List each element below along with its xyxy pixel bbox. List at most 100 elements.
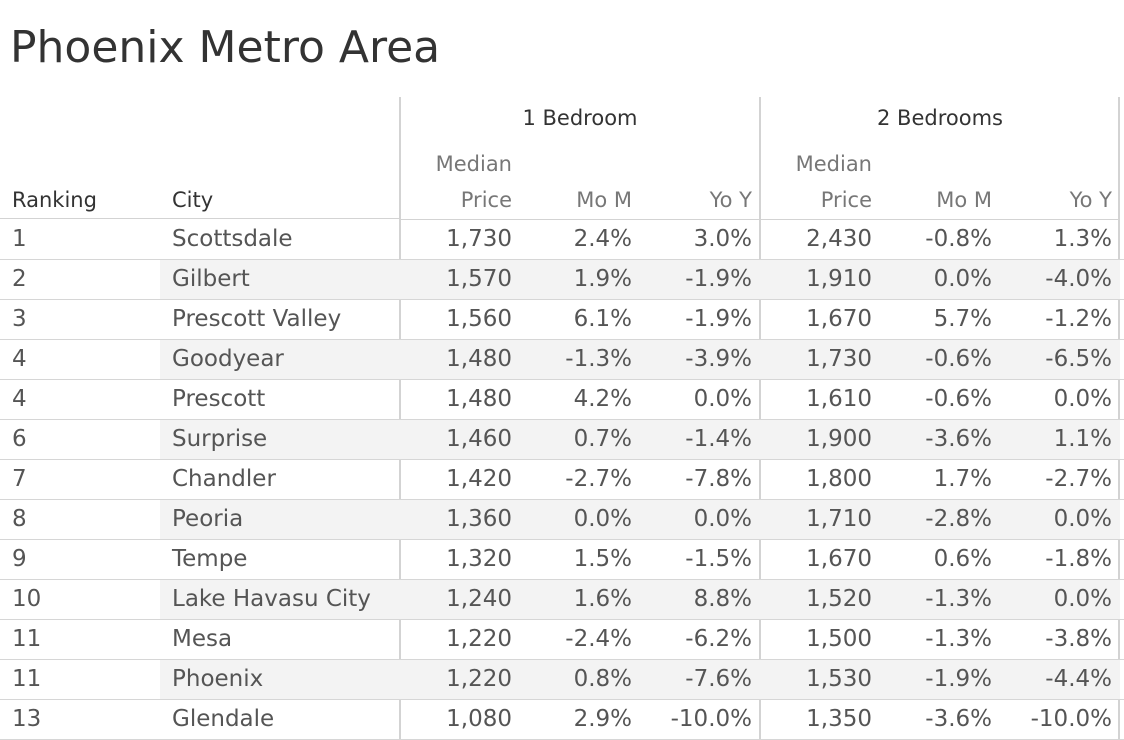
yoy-header-1br: Yo Y — [709, 188, 752, 212]
city-cell: Scottsdale — [172, 226, 293, 252]
group-header-1-bedroom: 1 Bedroom — [522, 106, 638, 130]
median-price-1br-cell: 1,320 — [446, 546, 512, 572]
median-price-2br-cell: 1,350 — [806, 706, 872, 732]
yoy-1br-cell: -1.5% — [685, 546, 752, 572]
ranking-cell: 6 — [12, 426, 27, 452]
mom-2br-cell: -0.6% — [925, 386, 992, 412]
yoy-2br-cell: -6.5% — [1045, 346, 1112, 372]
median-price-2br-cell: 1,800 — [806, 466, 872, 492]
ranking-cell: 2 — [12, 266, 27, 292]
mom-1br-cell: 6.1% — [573, 306, 632, 332]
city-cell: Gilbert — [172, 266, 250, 292]
ranking-cell: 11 — [12, 626, 42, 652]
median-price-1br-cell: 1,480 — [446, 386, 512, 412]
mom-1br-cell: 0.7% — [573, 426, 632, 452]
column-divider-3 — [1118, 97, 1120, 740]
row-band — [160, 260, 1120, 299]
mom-1br-cell: 4.2% — [573, 386, 632, 412]
yoy-1br-cell: -7.6% — [685, 666, 752, 692]
ranking-cell: 9 — [12, 546, 27, 572]
table-row: 10 Lake Havasu City 1,240 1.6% 8.8% 1,520 -1.3… — [0, 580, 1124, 620]
yoy-2br-cell: 0.0% — [1053, 506, 1112, 532]
row-band — [160, 580, 1120, 619]
table-row: 4 Goodyear 1,480 -1.3% -3.9% 1,730 -0.6% -6.5% — [0, 340, 1124, 380]
ranking-cell: 1 — [12, 226, 27, 252]
table-row: 4 Prescott 1,480 4.2% 0.0% 1,610 -0.6% 0.0% — [0, 380, 1124, 420]
mom-2br-cell: -3.6% — [925, 426, 992, 452]
mom-2br-cell: -1.3% — [925, 626, 992, 652]
table-row: 1 Scottsdale 1,730 2.4% 3.0% 2,430 -0.8% 1.3% — [0, 220, 1124, 260]
median-price-1br-cell: 1,570 — [446, 266, 512, 292]
yoy-1br-cell: 0.0% — [693, 386, 752, 412]
city-cell: Goodyear — [172, 346, 284, 372]
yoy-1br-cell: 3.0% — [693, 226, 752, 252]
median-price-2br-cell: 1,730 — [806, 346, 872, 372]
ranking-cell: 11 — [12, 666, 42, 692]
page-title: Phoenix Metro Area — [10, 22, 441, 73]
mom-1br-cell: 1.6% — [573, 586, 632, 612]
median-price-1br-cell: 1,730 — [446, 226, 512, 252]
column-divider-2 — [759, 97, 761, 740]
yoy-2br-cell: -10.0% — [1030, 706, 1112, 732]
median-price-1br-cell: 1,480 — [446, 346, 512, 372]
mom-header-2br: Mo M — [936, 188, 992, 212]
yoy-2br-cell: 1.1% — [1053, 426, 1112, 452]
yoy-1br-cell: -3.9% — [685, 346, 752, 372]
mom-2br-cell: 5.7% — [933, 306, 992, 332]
ranking-cell: 4 — [12, 346, 27, 372]
median-price-1br-cell: 1,240 — [446, 586, 512, 612]
mom-1br-cell: 1.5% — [573, 546, 632, 572]
mom-2br-cell: -1.9% — [925, 666, 992, 692]
yoy-1br-cell: -6.2% — [685, 626, 752, 652]
yoy-1br-cell: 0.0% — [693, 506, 752, 532]
median-header-line2-1br: Price — [460, 188, 512, 212]
median-header-line1-1br: Median — [435, 152, 512, 176]
yoy-2br-cell: 0.0% — [1053, 586, 1112, 612]
median-price-2br-cell: 1,910 — [806, 266, 872, 292]
mom-2br-cell: -3.6% — [925, 706, 992, 732]
ranking-cell: 13 — [12, 706, 42, 732]
table-row: 2 Gilbert 1,570 1.9% -1.9% 1,910 0.0% -4.0% — [0, 260, 1124, 300]
group-header-2-bedrooms: 2 Bedrooms — [877, 106, 1003, 130]
ranking-cell: 10 — [12, 586, 42, 612]
median-price-2br-cell: 1,900 — [806, 426, 872, 452]
median-price-2br-cell: 1,670 — [806, 306, 872, 332]
mom-1br-cell: -1.3% — [565, 346, 632, 372]
yoy-2br-cell: -1.8% — [1045, 546, 1112, 572]
city-header: City — [172, 188, 214, 212]
city-cell: Phoenix — [172, 666, 264, 692]
table-row: 9 Tempe 1,320 1.5% -1.5% 1,670 0.6% -1.8% — [0, 540, 1124, 580]
city-cell: Peoria — [172, 506, 244, 532]
mom-2br-cell: 1.7% — [933, 466, 992, 492]
median-price-2br-cell: 1,710 — [806, 506, 872, 532]
median-price-2br-cell: 2,430 — [806, 226, 872, 252]
mom-1br-cell: 2.9% — [573, 706, 632, 732]
yoy-2br-cell: -1.2% — [1045, 306, 1112, 332]
yoy-2br-cell: -4.4% — [1045, 666, 1112, 692]
ranking-cell: 4 — [12, 386, 27, 412]
mom-2br-cell: -1.3% — [925, 586, 992, 612]
yoy-1br-cell: -1.4% — [685, 426, 752, 452]
table-body: 1 Scottsdale 1,730 2.4% 3.0% 2,430 -0.8% 1.3% 2 G… — [0, 220, 1124, 740]
median-header-line2-2br: Price — [820, 188, 872, 212]
city-cell: Lake Havasu City — [172, 586, 371, 612]
city-cell: Tempe — [172, 546, 248, 572]
mom-2br-cell: -2.8% — [925, 506, 992, 532]
header-divider-left — [0, 218, 400, 219]
city-cell: Prescott Valley — [172, 306, 342, 332]
yoy-1br-cell: -1.9% — [685, 266, 752, 292]
column-divider-1 — [399, 97, 401, 740]
table-row: 6 Surprise 1,460 0.7% -1.4% 1,900 -3.6% 1.1% — [0, 420, 1124, 460]
table-row: 11 Mesa 1,220 -2.4% -6.2% 1,500 -1.3% -3.8% — [0, 620, 1124, 660]
city-cell: Prescott — [172, 386, 266, 412]
table-row: 11 Phoenix 1,220 0.8% -7.6% 1,530 -1.9% -4.4% — [0, 660, 1124, 700]
mom-header-1br: Mo M — [576, 188, 632, 212]
yoy-1br-cell: -1.9% — [685, 306, 752, 332]
yoy-2br-cell: -3.8% — [1045, 626, 1112, 652]
median-price-1br-cell: 1,080 — [446, 706, 512, 732]
yoy-1br-cell: 8.8% — [693, 586, 752, 612]
median-price-2br-cell: 1,530 — [806, 666, 872, 692]
yoy-2br-cell: -2.7% — [1045, 466, 1112, 492]
city-cell: Chandler — [172, 466, 276, 492]
row-band — [160, 340, 1120, 379]
